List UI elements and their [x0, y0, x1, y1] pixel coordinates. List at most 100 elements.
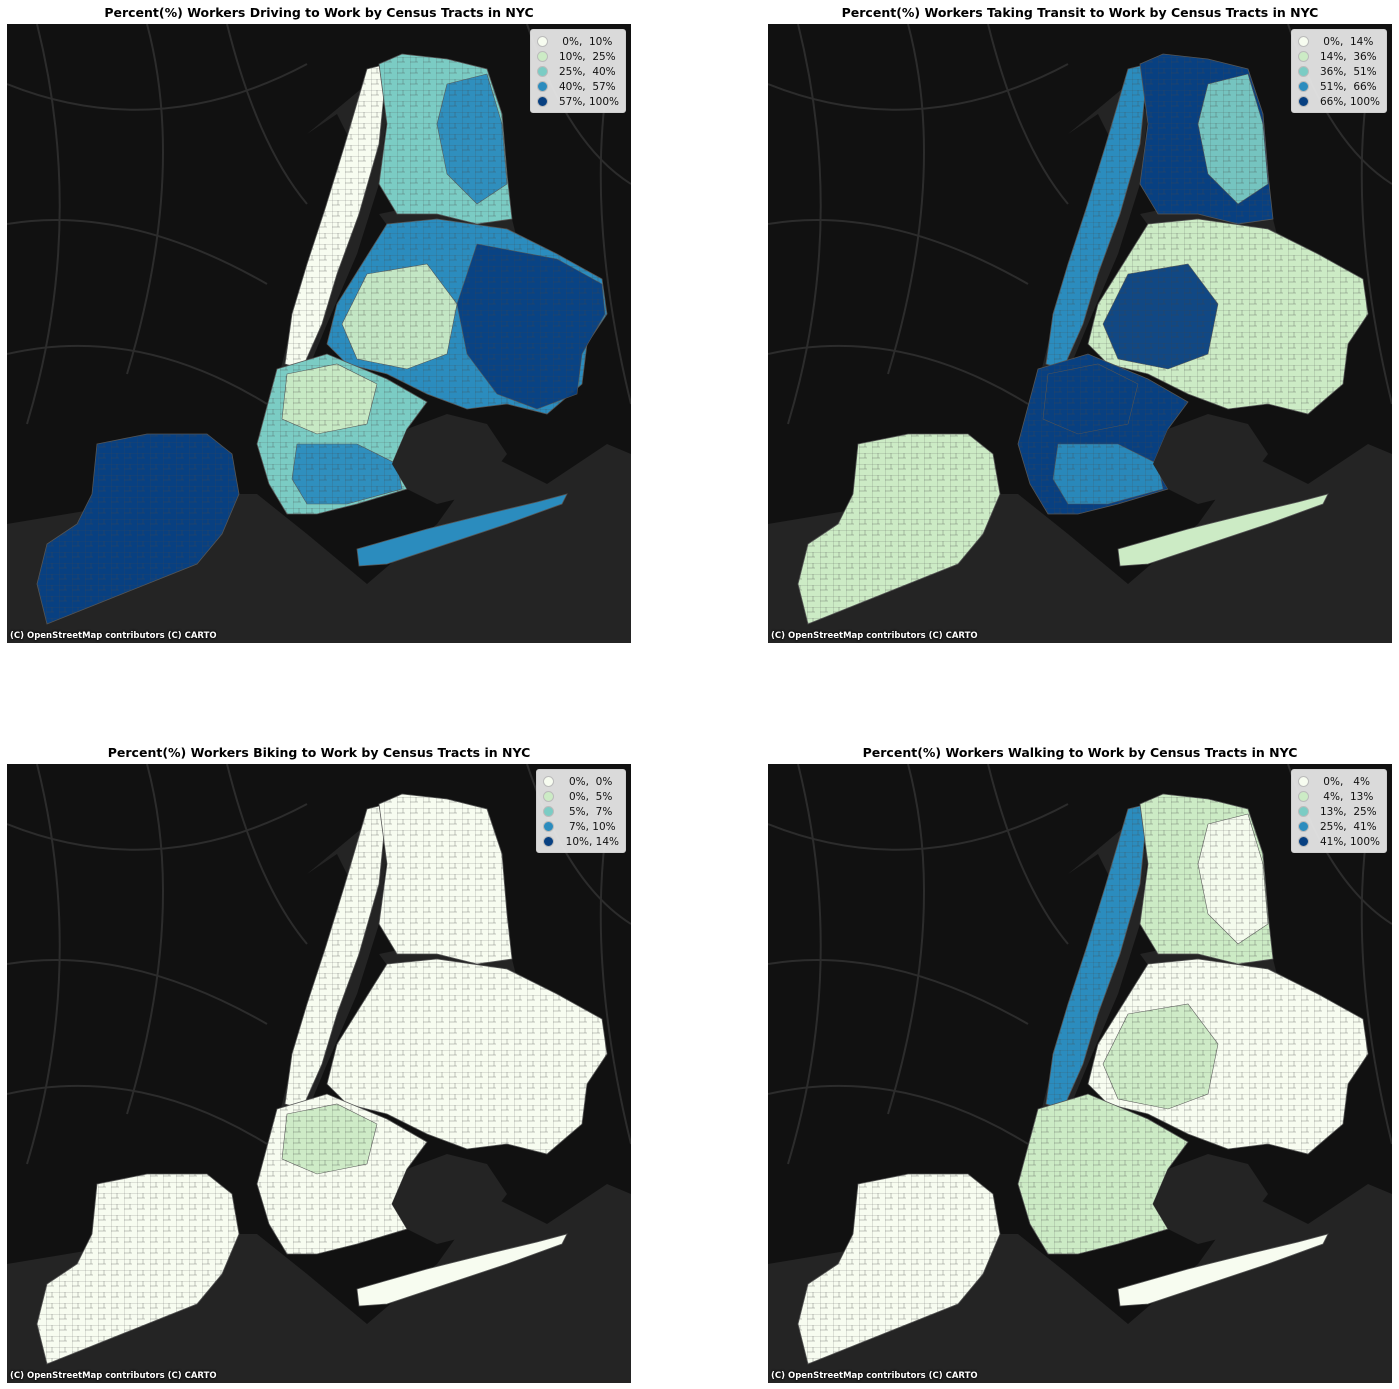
legend-item: 36%, 51% [1297, 64, 1380, 79]
legend-swatch [1297, 96, 1309, 107]
borough-rockaway [1117, 493, 1329, 567]
panel-driving: Percent(%) Workers Driving to Work by Ce… [7, 3, 631, 643]
legend-item: 25%, 40% [536, 64, 619, 79]
map-attribution: (C) OpenStreetMap contributors (C) CARTO [771, 1371, 978, 1381]
borough-staten-island [797, 1173, 1001, 1365]
legend-swatch [536, 96, 548, 107]
legend-swatch [1297, 776, 1309, 787]
legend-swatch [1297, 51, 1309, 62]
borough-bronx [378, 793, 513, 965]
panel-title: Percent(%) Workers Driving to Work by Ce… [104, 5, 534, 20]
legend-item: 0%, 14% [1297, 34, 1380, 49]
water-jamaica-bay [1153, 1154, 1268, 1244]
map-attribution: (C) OpenStreetMap contributors (C) CARTO [771, 631, 978, 641]
legend-swatch [1297, 36, 1309, 47]
legend-swatch [1297, 821, 1309, 832]
borough-rockaway [1117, 1233, 1329, 1307]
legend-item: 5%, 7% [543, 804, 619, 819]
legend-swatch [543, 806, 555, 817]
legend-item: 0%, 0% [543, 774, 619, 789]
map-transit: 0%, 14% 14%, 36% 36%, 51% 51%, 66% 66%, … [768, 24, 1392, 643]
legend-label: 41%, 100% [1316, 835, 1380, 848]
legend-item: 10%, 14% [543, 834, 619, 849]
map-driving: 0%, 10% 10%, 25% 25%, 40% 40%, 57% 57%, … [7, 24, 631, 643]
legend-item: 40%, 57% [536, 79, 619, 94]
legend-swatch [1297, 836, 1309, 847]
legend-label: 36%, 51% [1316, 65, 1377, 78]
legend-swatch [536, 36, 548, 47]
legend-item: 14%, 36% [1297, 49, 1380, 64]
legend-label: 5%, 7% [562, 805, 613, 818]
legend-label: 0%, 10% [555, 35, 613, 48]
panel-title: Percent(%) Workers Taking Transit to Wor… [841, 5, 1319, 20]
legend-label: 10%, 25% [555, 50, 616, 63]
legend-label: 0%, 5% [562, 790, 613, 803]
borough-staten-island [797, 433, 1001, 625]
legend-swatch [1297, 791, 1309, 802]
legend-swatch [536, 66, 548, 77]
legend-label: 57%, 100% [555, 95, 619, 108]
panel-title: Percent(%) Workers Walking to Work by Ce… [862, 745, 1298, 760]
legend-label: 0%, 14% [1316, 35, 1374, 48]
legend-label: 25%, 40% [555, 65, 616, 78]
legend-item: 41%, 100% [1297, 834, 1380, 849]
legend-item: 4%, 13% [1297, 789, 1380, 804]
legend-item: 0%, 10% [536, 34, 619, 49]
basemap-roads [768, 24, 1392, 425]
panel-title: Percent(%) Workers Biking to Work by Cen… [107, 745, 531, 760]
borough-rockaway [356, 1233, 568, 1307]
legend-label: 4%, 13% [1316, 790, 1374, 803]
legend-swatch [1297, 806, 1309, 817]
map-canvas [7, 764, 631, 1383]
legend-swatch [536, 51, 548, 62]
legend-item: 0%, 5% [543, 789, 619, 804]
panel-walking: Percent(%) Workers Walking to Work by Ce… [768, 743, 1392, 1383]
legend-swatch [543, 821, 555, 832]
map-biking: 0%, 0% 0%, 5% 5%, 7% 7%, 10% 10%, 14% (C)… [7, 764, 631, 1383]
legend-swatch [543, 836, 555, 847]
legend-label: 7%, 10% [562, 820, 616, 833]
legend-item: 10%, 25% [536, 49, 619, 64]
map-canvas [7, 24, 631, 643]
map-canvas [768, 24, 1392, 643]
map-walking: 0%, 4% 4%, 13% 13%, 25% 25%, 41% 41%, 10… [768, 764, 1392, 1383]
panel-biking: Percent(%) Workers Biking to Work by Cen… [7, 743, 631, 1383]
legend-item: 0%, 4% [1297, 774, 1380, 789]
water-jamaica-bay [1153, 414, 1268, 504]
legend-label: 40%, 57% [555, 80, 616, 93]
legend-swatch [1297, 81, 1309, 92]
borough-rockaway [356, 493, 568, 567]
map-legend: 0%, 4% 4%, 13% 13%, 25% 25%, 41% 41%, 10… [1290, 769, 1387, 853]
borough-staten-island [36, 1173, 240, 1365]
borough-staten-island [36, 433, 240, 625]
basemap-roads [7, 764, 631, 1165]
legend-label: 14%, 36% [1316, 50, 1377, 63]
map-legend: 0%, 10% 10%, 25% 25%, 40% 40%, 57% 57%, … [529, 29, 626, 113]
legend-label: 66%, 100% [1316, 95, 1380, 108]
water-jamaica-bay [392, 1154, 507, 1244]
legend-swatch [543, 776, 555, 787]
legend-item: 7%, 10% [543, 819, 619, 834]
map-legend: 0%, 14% 14%, 36% 36%, 51% 51%, 66% 66%, … [1290, 29, 1387, 113]
borough-brooklyn [1017, 1093, 1189, 1255]
legend-item: 57%, 100% [536, 94, 619, 109]
map-legend: 0%, 0% 0%, 5% 5%, 7% 7%, 10% 10%, 14% [536, 769, 626, 853]
legend-label: 0%, 0% [562, 775, 613, 788]
map-attribution: (C) OpenStreetMap contributors (C) CARTO [10, 1371, 217, 1381]
legend-swatch [536, 81, 548, 92]
legend-label: 10%, 14% [562, 835, 619, 848]
legend-item: 51%, 66% [1297, 79, 1380, 94]
legend-item: 25%, 41% [1297, 819, 1380, 834]
legend-swatch [543, 791, 555, 802]
map-canvas [768, 764, 1392, 1383]
legend-label: 0%, 4% [1316, 775, 1370, 788]
panel-transit: Percent(%) Workers Taking Transit to Wor… [768, 3, 1392, 643]
legend-label: 25%, 41% [1316, 820, 1377, 833]
water-jamaica-bay [392, 414, 507, 504]
legend-label: 13%, 25% [1316, 805, 1377, 818]
borough-queens [326, 958, 608, 1155]
legend-label: 51%, 66% [1316, 80, 1377, 93]
legend-swatch [1297, 66, 1309, 77]
legend-item: 13%, 25% [1297, 804, 1380, 819]
legend-item: 66%, 100% [1297, 94, 1380, 109]
